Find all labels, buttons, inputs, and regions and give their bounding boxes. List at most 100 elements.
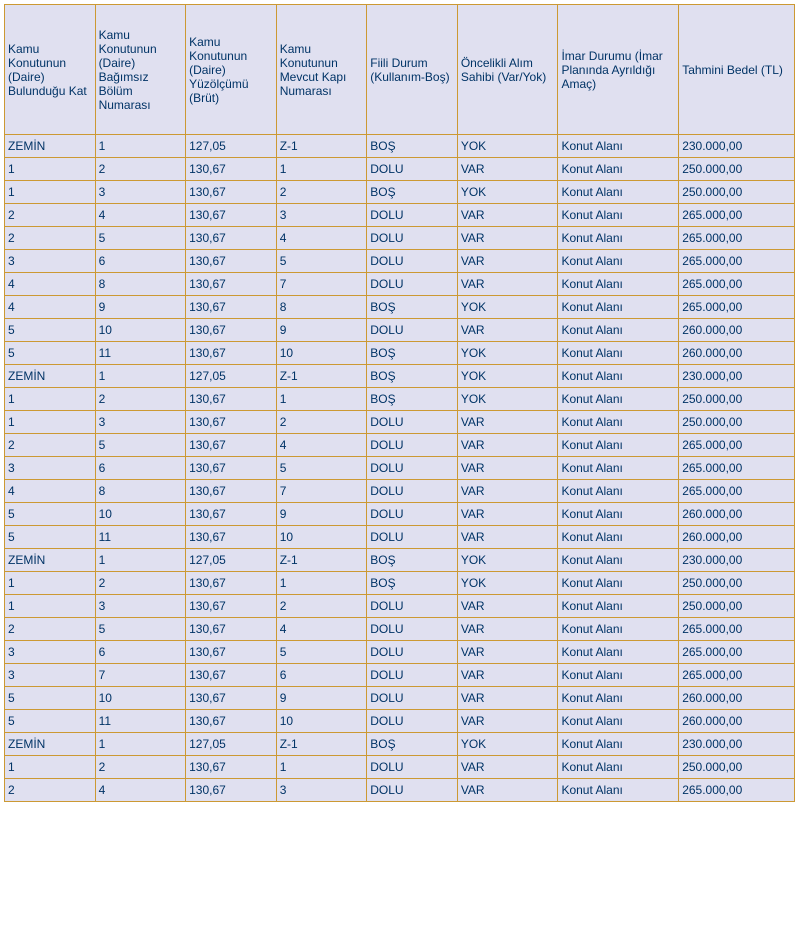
table-cell: 130,67 xyxy=(186,296,277,319)
table-cell: 265.000,00 xyxy=(679,779,795,802)
table-cell: 1 xyxy=(95,549,186,572)
table-cell: Z-1 xyxy=(276,733,367,756)
table-row: 12130,671DOLUVARKonut Alanı250.000,00 xyxy=(5,756,795,779)
table-cell: DOLU xyxy=(367,227,458,250)
table-row: 36130,675DOLUVARKonut Alanı265.000,00 xyxy=(5,457,795,480)
table-cell: Konut Alanı xyxy=(558,434,679,457)
table-cell: 8 xyxy=(276,296,367,319)
table-cell: 2 xyxy=(276,411,367,434)
table-cell: BOŞ xyxy=(367,181,458,204)
table-cell: DOLU xyxy=(367,158,458,181)
table-cell: VAR xyxy=(457,595,558,618)
table-cell: 265.000,00 xyxy=(679,641,795,664)
table-cell: 2 xyxy=(95,388,186,411)
table-cell: 250.000,00 xyxy=(679,181,795,204)
table-cell: 260.000,00 xyxy=(679,526,795,549)
table-cell: 5 xyxy=(95,434,186,457)
table-cell: 2 xyxy=(276,181,367,204)
table-cell: 127,05 xyxy=(186,135,277,158)
table-cell: Konut Alanı xyxy=(558,273,679,296)
table-cell: 1 xyxy=(95,365,186,388)
column-header: Kamu Konutunun (Daire) Yüzölçümü (Brüt) xyxy=(186,5,277,135)
table-cell: ZEMİN xyxy=(5,135,96,158)
table-cell: Konut Alanı xyxy=(558,342,679,365)
table-cell: 4 xyxy=(276,618,367,641)
table-cell: 9 xyxy=(276,687,367,710)
table-cell: Z-1 xyxy=(276,549,367,572)
property-table: Kamu Konutunun (Daire) Bulunduğu KatKamu… xyxy=(4,4,795,802)
table-cell: 265.000,00 xyxy=(679,664,795,687)
column-header: Öncelikli Alım Sahibi (Var/Yok) xyxy=(457,5,558,135)
table-cell: 7 xyxy=(95,664,186,687)
table-cell: Konut Alanı xyxy=(558,158,679,181)
table-cell: Konut Alanı xyxy=(558,135,679,158)
table-cell: Z-1 xyxy=(276,135,367,158)
table-cell: 260.000,00 xyxy=(679,687,795,710)
table-cell: 11 xyxy=(95,526,186,549)
table-cell: 1 xyxy=(5,572,96,595)
table-cell: 8 xyxy=(95,273,186,296)
column-header: Kamu Konutunun Mevcut Kapı Numarası xyxy=(276,5,367,135)
table-cell: 250.000,00 xyxy=(679,411,795,434)
table-cell: 8 xyxy=(95,480,186,503)
table-cell: 6 xyxy=(95,457,186,480)
table-row: 37130,676DOLUVARKonut Alanı265.000,00 xyxy=(5,664,795,687)
table-cell: 10 xyxy=(95,687,186,710)
table-row: 36130,675DOLUVARKonut Alanı265.000,00 xyxy=(5,641,795,664)
table-cell: DOLU xyxy=(367,779,458,802)
table-cell: 2 xyxy=(95,158,186,181)
table-cell: 1 xyxy=(5,181,96,204)
table-cell: 1 xyxy=(5,756,96,779)
table-cell: Konut Alanı xyxy=(558,365,679,388)
table-cell: YOK xyxy=(457,296,558,319)
table-cell: VAR xyxy=(457,687,558,710)
table-cell: 10 xyxy=(276,526,367,549)
table-cell: 3 xyxy=(5,641,96,664)
table-row: 13130,672DOLUVARKonut Alanı250.000,00 xyxy=(5,411,795,434)
table-cell: 11 xyxy=(95,710,186,733)
table-row: ZEMİN1127,05Z-1BOŞYOKKonut Alanı230.000,… xyxy=(5,549,795,572)
table-cell: 6 xyxy=(95,250,186,273)
table-cell: 9 xyxy=(95,296,186,319)
table-cell: YOK xyxy=(457,549,558,572)
table-cell: 260.000,00 xyxy=(679,710,795,733)
table-cell: 1 xyxy=(276,756,367,779)
table-cell: 1 xyxy=(5,411,96,434)
table-cell: 265.000,00 xyxy=(679,227,795,250)
table-cell: 10 xyxy=(276,342,367,365)
table-cell: 3 xyxy=(5,250,96,273)
table-cell: 5 xyxy=(5,687,96,710)
table-cell: YOK xyxy=(457,388,558,411)
table-cell: DOLU xyxy=(367,480,458,503)
table-cell: 3 xyxy=(95,181,186,204)
table-cell: 5 xyxy=(5,710,96,733)
table-cell: 130,67 xyxy=(186,572,277,595)
table-cell: 130,67 xyxy=(186,595,277,618)
table-cell: Konut Alanı xyxy=(558,641,679,664)
table-cell: 130,67 xyxy=(186,388,277,411)
table-cell: 10 xyxy=(95,503,186,526)
table-row: 48130,677DOLUVARKonut Alanı265.000,00 xyxy=(5,480,795,503)
table-cell: DOLU xyxy=(367,319,458,342)
table-cell: DOLU xyxy=(367,710,458,733)
table-cell: 130,67 xyxy=(186,480,277,503)
table-cell: VAR xyxy=(457,641,558,664)
table-cell: 5 xyxy=(276,641,367,664)
table-cell: 3 xyxy=(95,411,186,434)
table-row: 48130,677DOLUVARKonut Alanı265.000,00 xyxy=(5,273,795,296)
table-cell: VAR xyxy=(457,273,558,296)
table-cell: 250.000,00 xyxy=(679,572,795,595)
table-cell: 2 xyxy=(5,434,96,457)
table-cell: 2 xyxy=(95,572,186,595)
table-cell: VAR xyxy=(457,710,558,733)
table-cell: VAR xyxy=(457,411,558,434)
table-cell: BOŞ xyxy=(367,365,458,388)
table-cell: Konut Alanı xyxy=(558,296,679,319)
table-cell: 3 xyxy=(5,664,96,687)
table-cell: 11 xyxy=(95,342,186,365)
table-cell: 265.000,00 xyxy=(679,296,795,319)
table-cell: BOŞ xyxy=(367,733,458,756)
table-cell: 130,67 xyxy=(186,526,277,549)
table-cell: 250.000,00 xyxy=(679,158,795,181)
table-cell: 130,67 xyxy=(186,319,277,342)
